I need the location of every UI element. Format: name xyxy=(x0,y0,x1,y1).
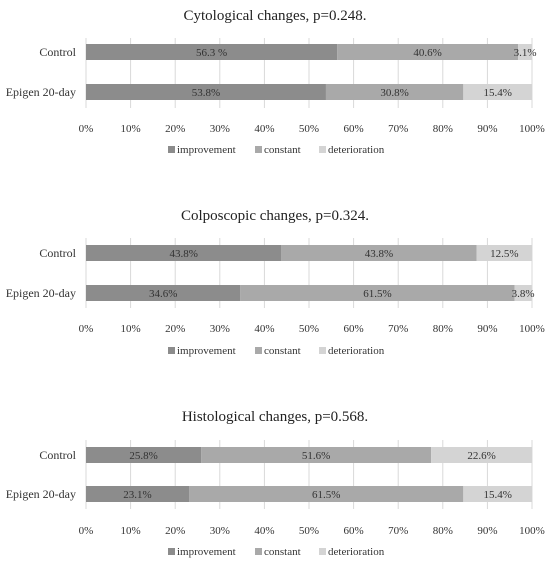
x-tick-label-3-0: 0% xyxy=(79,525,94,537)
x-tick-label-1-0: 0% xyxy=(79,123,94,135)
x-tick-label-1-10: 100% xyxy=(519,123,545,135)
x-tick-label-3-2: 20% xyxy=(165,525,185,537)
bar-improvement-2-2 xyxy=(86,285,241,301)
x-tick-label-3-9: 90% xyxy=(477,525,497,537)
x-tick-label-2-4: 40% xyxy=(254,323,274,335)
legend-swatch-deterioration-2 xyxy=(319,347,326,354)
legend-swatch-constant-1 xyxy=(255,146,262,153)
legend-label-constant-3: constant xyxy=(264,546,301,558)
legend-label-constant-2: constant xyxy=(264,345,301,357)
bar-deterioration-1-2 xyxy=(463,84,532,100)
x-tick-label-1-1: 10% xyxy=(121,123,141,135)
bar-constant-1-1 xyxy=(337,44,519,60)
legend-swatch-constant-2 xyxy=(255,347,262,354)
bar-improvement-2-1 xyxy=(86,245,282,261)
bar-label-deterioration-2-2: 3.8% xyxy=(512,288,535,300)
bar-label-constant-1-1: 40.6% xyxy=(413,47,441,59)
legend-swatch-deterioration-1 xyxy=(319,146,326,153)
bar-label-improvement-3-2: 23.1% xyxy=(123,489,151,501)
bar-improvement-1-2 xyxy=(86,84,326,100)
bar-label-improvement-2-1: 43.8% xyxy=(169,248,197,260)
x-tick-label-1-8: 80% xyxy=(433,123,453,135)
legend-swatch-deterioration-3 xyxy=(319,548,326,555)
bar-label-constant-1-2: 30.8% xyxy=(380,87,408,99)
category-label-3-2: Epigen 20-day xyxy=(6,487,76,501)
x-tick-label-1-4: 40% xyxy=(254,123,274,135)
legend-label-improvement-3: improvement xyxy=(177,546,236,558)
bar-label-deterioration-3-2: 15.4% xyxy=(483,489,511,501)
x-tick-label-3-4: 40% xyxy=(254,525,274,537)
x-tick-label-2-6: 60% xyxy=(344,323,364,335)
bar-deterioration-2-1 xyxy=(476,245,532,261)
category-label-2-2: Epigen 20-day xyxy=(6,286,76,300)
bar-constant-3-2 xyxy=(189,486,464,502)
bar-label-improvement-2-2: 34.6% xyxy=(149,288,177,300)
bar-deterioration-2-2 xyxy=(514,285,532,301)
bar-label-constant-3-2: 61.5% xyxy=(312,489,340,501)
bar-improvement-3-2 xyxy=(86,486,190,502)
x-tick-label-1-6: 60% xyxy=(344,123,364,135)
x-tick-label-1-2: 20% xyxy=(165,123,185,135)
legend-label-improvement-2: improvement xyxy=(177,345,236,357)
legend-label-deterioration-2: deterioration xyxy=(328,345,385,357)
bar-label-improvement-1-2: 53.8% xyxy=(192,87,220,99)
category-label-2-1: Control xyxy=(39,246,76,260)
bar-label-deterioration-2-1: 12.5% xyxy=(490,248,518,260)
bar-deterioration-1-1 xyxy=(518,44,532,60)
x-tick-label-3-3: 30% xyxy=(210,525,230,537)
x-tick-label-3-7: 70% xyxy=(388,525,408,537)
bar-label-improvement-1-1: 56.3 % xyxy=(196,47,227,59)
legend-label-deterioration-3: deterioration xyxy=(328,546,385,558)
x-tick-label-2-1: 10% xyxy=(121,323,141,335)
bar-constant-1-2 xyxy=(325,84,464,100)
x-tick-label-2-2: 20% xyxy=(165,323,185,335)
x-tick-label-3-10: 100% xyxy=(519,525,545,537)
x-tick-label-2-9: 90% xyxy=(477,323,497,335)
x-tick-label-3-8: 80% xyxy=(433,525,453,537)
legend-swatch-improvement-1 xyxy=(168,146,175,153)
legend-swatch-improvement-2 xyxy=(168,347,175,354)
category-label-1-1: Control xyxy=(39,45,76,59)
x-tick-label-1-3: 30% xyxy=(210,123,230,135)
x-tick-label-1-9: 90% xyxy=(477,123,497,135)
x-tick-label-2-0: 0% xyxy=(79,323,94,335)
legend-swatch-constant-3 xyxy=(255,548,262,555)
x-tick-label-3-5: 50% xyxy=(299,525,319,537)
x-tick-label-2-3: 30% xyxy=(210,323,230,335)
bar-improvement-1-1 xyxy=(86,44,338,60)
category-label-3-1: Control xyxy=(39,448,76,462)
bar-label-deterioration-1-2: 15.4% xyxy=(483,87,511,99)
x-tick-label-1-5: 50% xyxy=(299,123,319,135)
x-tick-label-2-8: 80% xyxy=(433,323,453,335)
category-label-1-2: Epigen 20-day xyxy=(6,85,76,99)
chart-title-3: Histological changes, p=0.568. xyxy=(182,409,368,425)
x-tick-label-3-6: 60% xyxy=(344,525,364,537)
legend-label-constant-1: constant xyxy=(264,144,301,156)
bar-improvement-3-1 xyxy=(86,447,202,463)
bar-label-deterioration-3-1: 22.6% xyxy=(467,450,495,462)
x-tick-label-2-10: 100% xyxy=(519,323,545,335)
x-tick-label-3-1: 10% xyxy=(121,525,141,537)
x-tick-label-1-7: 70% xyxy=(388,123,408,135)
bar-deterioration-3-2 xyxy=(463,486,532,502)
bar-constant-2-1 xyxy=(281,245,477,261)
legend-swatch-improvement-3 xyxy=(168,548,175,555)
bar-label-constant-3-1: 51.6% xyxy=(302,450,330,462)
x-tick-label-2-5: 50% xyxy=(299,323,319,335)
chart-title-2: Colposcopic changes, p=0.324. xyxy=(181,208,369,224)
legend-label-improvement-1: improvement xyxy=(177,144,236,156)
bar-constant-2-2 xyxy=(240,285,515,301)
bar-label-improvement-3-1: 25.8% xyxy=(129,450,157,462)
bar-label-constant-2-2: 61.5% xyxy=(363,288,391,300)
bar-deterioration-3-1 xyxy=(431,447,532,463)
bar-label-deterioration-1-1: 3.1% xyxy=(514,47,537,59)
x-tick-label-2-7: 70% xyxy=(388,323,408,335)
bar-label-constant-2-1: 43.8% xyxy=(365,248,393,260)
bar-constant-3-1 xyxy=(201,447,432,463)
chart-title-1: Cytological changes, p=0.248. xyxy=(183,8,366,24)
legend-label-deterioration-1: deterioration xyxy=(328,144,385,156)
